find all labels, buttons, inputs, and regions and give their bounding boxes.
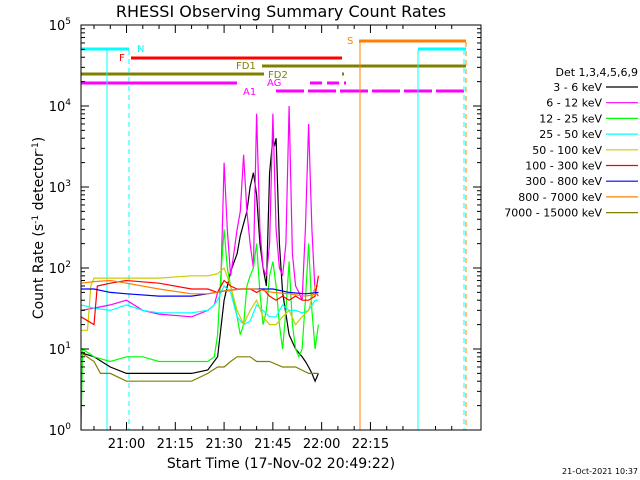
- x-tick-label-2: 21:30: [205, 437, 242, 452]
- legend-label-4: 50 - 100 keV: [532, 144, 602, 157]
- x-tick-label-0: 21:00: [108, 437, 145, 452]
- legend: 3 - 6 keV 6 - 12 keV 12 - 25 keV 25 - 50 ke…: [504, 81, 638, 220]
- y-axis-label: Count Rate (s-1 detector-1): [31, 137, 47, 319]
- y-tick-label-3: 103: [49, 179, 71, 196]
- x-tick-label-1: 21:15: [157, 437, 194, 452]
- y-tick-label-2: 102: [49, 260, 71, 277]
- y-tick-label-0: 100: [49, 422, 72, 439]
- x-axis: 21:00 21:15 21:30 21:45 22:00 22:15: [93, 25, 453, 452]
- series-line-4: [81, 266, 319, 331]
- series-line-2: [80, 229, 319, 431]
- legend-label-5: 100 - 300 keV: [525, 160, 602, 173]
- flag-label-fd1: FD1: [236, 61, 256, 72]
- flag-label-n: N: [137, 44, 144, 55]
- y-tick-label-4: 104: [49, 98, 72, 115]
- x-tick-label-5: 22:15: [352, 437, 389, 452]
- y-axis: 100 101 102 103 104 105: [49, 17, 481, 439]
- series-line-3: [80, 284, 319, 326]
- flag-labels: N F FD1 FD2 AG A1 S: [119, 36, 353, 98]
- series-line-8: [80, 352, 319, 382]
- event-lines: [106, 42, 467, 430]
- x-axis-label: Start Time (17-Nov-02 20:49:22): [167, 456, 395, 472]
- plot-frame: [80, 24, 482, 431]
- legend-title: Det 1,3,4,5,6,9: [555, 66, 638, 79]
- flag-label-s: S: [347, 36, 353, 47]
- flag-bars: [81, 39, 466, 93]
- legend-label-2: 12 - 25 keV: [539, 112, 602, 125]
- x-tick-label-3: 21:45: [254, 437, 291, 452]
- y-tick-label-1: 101: [49, 341, 71, 358]
- legend-label-0: 3 - 6 keV: [553, 81, 602, 94]
- chart-title: RHESSI Observing Summary Count Rates: [116, 2, 446, 21]
- legend-label-7: 800 - 7000 keV: [518, 191, 602, 204]
- x-tick-label-4: 22:00: [303, 437, 340, 452]
- series-layer: [80, 105, 319, 431]
- y-tick-label-5: 105: [49, 17, 71, 34]
- flag-label-f: F: [119, 53, 125, 64]
- flag-label-a1: A1: [243, 87, 256, 98]
- flag-label-ag: AG: [267, 78, 281, 89]
- legend-label-1: 6 - 12 keV: [546, 97, 602, 110]
- legend-label-6: 300 - 800 keV: [525, 175, 602, 188]
- generation-timestamp: 21-Oct-2021 10:37: [562, 467, 638, 476]
- legend-label-3: 25 - 50 keV: [539, 128, 602, 141]
- series-line-7: [80, 279, 319, 297]
- flag-label-fd2: FD2: [268, 70, 288, 81]
- legend-label-8: 7000 - 15000 keV: [504, 207, 602, 220]
